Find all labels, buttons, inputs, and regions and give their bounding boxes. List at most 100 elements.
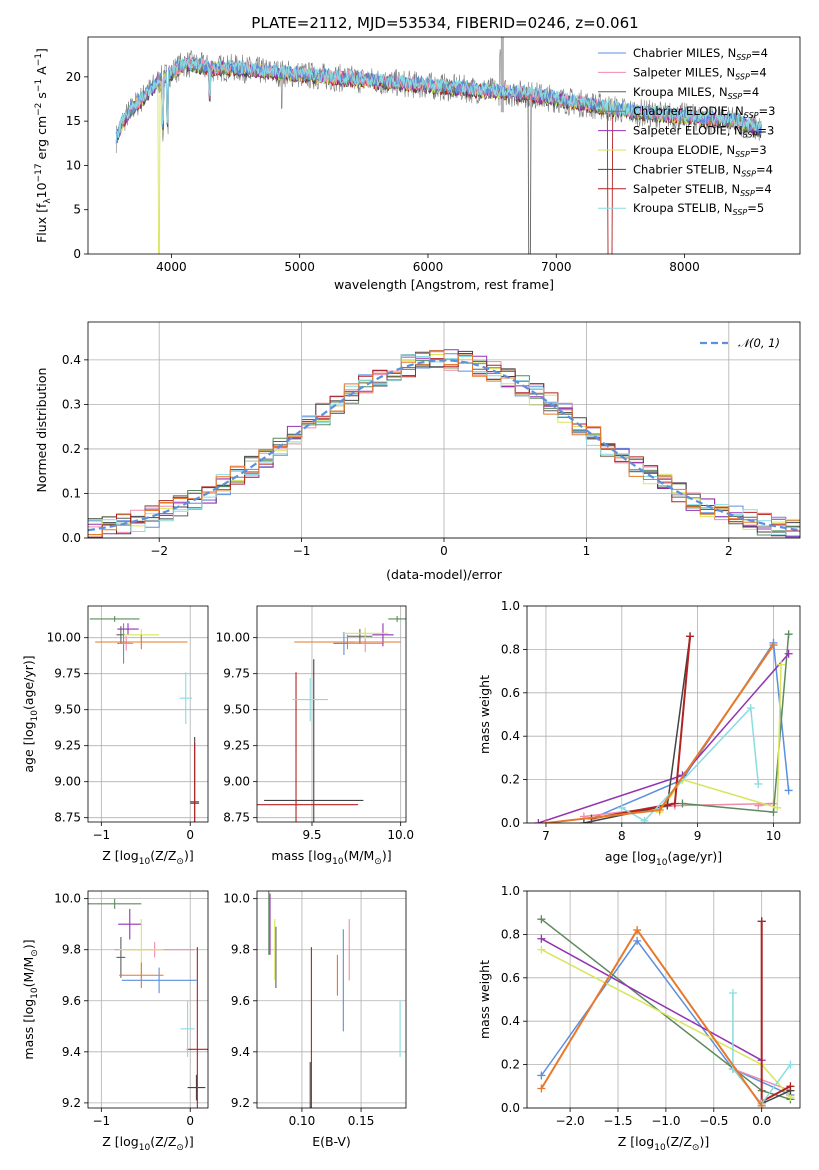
plot-area bbox=[257, 616, 406, 822]
x-tick-label: 6000 bbox=[413, 260, 444, 274]
axes-frame bbox=[87, 36, 801, 255]
legend-name: Salpeter STELIB, N bbox=[633, 182, 740, 196]
y-tick-label: 10 bbox=[66, 158, 81, 172]
y-tick-label: 0.4 bbox=[62, 353, 81, 367]
legend-entry: Kroupa ELODIE, NSSP=3 bbox=[633, 143, 767, 159]
legend-name: Kroupa MILES, N bbox=[633, 85, 728, 99]
label-part: (M/M bbox=[21, 957, 36, 988]
label-part: (M/M bbox=[344, 848, 375, 863]
y-axis-label: mass weight bbox=[477, 960, 492, 1039]
weight-marker bbox=[777, 660, 786, 669]
plot-area bbox=[88, 349, 800, 538]
legend-sub: SSP bbox=[733, 208, 748, 217]
label-part: mass [log bbox=[21, 999, 36, 1060]
plot-area bbox=[268, 891, 401, 1108]
weight-marker bbox=[633, 926, 642, 935]
x-tick-label: 8 bbox=[618, 829, 626, 843]
legend-entry: Chabrier STELIB, NSSP=4 bbox=[633, 162, 773, 178]
panel-mass_weight_vs_Z: −2.0 −1.5 −1.0 −0.5 0.0 0.0 0.2 0.4 0.6 0.8 1.0 Z [… bbox=[477, 884, 801, 1153]
label-part: (age/yr)] bbox=[667, 849, 722, 864]
x-axis-label: E(B-V) bbox=[312, 1134, 351, 1149]
y-tick-label: 1.0 bbox=[501, 884, 520, 898]
legend-entry: Chabrier ELODIE, NSSP=3 bbox=[633, 104, 775, 120]
legend-sub: SSP bbox=[728, 92, 743, 101]
y-tick-label: 0.4 bbox=[501, 1014, 520, 1028]
axes-frame bbox=[256, 890, 407, 1109]
x-tick-label: 0 bbox=[186, 1114, 194, 1128]
weight-marker bbox=[773, 803, 782, 812]
weight-marker bbox=[617, 803, 626, 812]
weight-marker bbox=[541, 819, 550, 823]
plot-area bbox=[537, 915, 795, 1108]
label-part: age [log bbox=[605, 849, 656, 864]
weight-marker bbox=[678, 799, 687, 808]
weight-marker bbox=[746, 703, 755, 712]
legend-entry: Salpeter STELIB, NSSP=4 bbox=[633, 182, 772, 198]
label-part: age [log bbox=[21, 721, 36, 772]
y-tick-label: 9.2 bbox=[62, 1096, 81, 1110]
label-part: −17 bbox=[34, 163, 44, 182]
label-part: −1 bbox=[34, 53, 44, 66]
y-tick-label: 9.25 bbox=[54, 739, 81, 753]
label-part: 10 bbox=[332, 857, 344, 867]
legend-n: =3 bbox=[750, 143, 767, 157]
x-tick-label: 9 bbox=[694, 829, 702, 843]
y-tick-label: 10.00 bbox=[216, 631, 250, 645]
y-tick-label: 9.25 bbox=[223, 739, 250, 753]
label-part: (Z/Z bbox=[150, 848, 176, 863]
y-tick-label: 0.8 bbox=[501, 927, 520, 941]
label-part: Z [log bbox=[618, 1134, 654, 1149]
x-tick-label: 10 bbox=[766, 829, 781, 843]
weight-marker bbox=[640, 816, 649, 823]
y-tick-label: 15 bbox=[66, 114, 81, 128]
y-tick-label: 9.6 bbox=[231, 994, 250, 1008]
y-tick-label: 0.0 bbox=[62, 531, 81, 545]
label-part: Flux [f bbox=[34, 203, 49, 243]
legend-sub: SSP bbox=[741, 169, 756, 178]
label-part: erg cm bbox=[34, 116, 49, 164]
x-tick-label: −1.5 bbox=[603, 1114, 632, 1128]
y-tick-label: 9.00 bbox=[223, 775, 250, 789]
label-part: −2 bbox=[34, 103, 44, 116]
legend-sub: SSP bbox=[735, 72, 750, 81]
legend-sub: SSP bbox=[744, 111, 759, 120]
y-tick-label: 10.0 bbox=[54, 892, 81, 906]
y-tick-label: 1.0 bbox=[501, 599, 520, 613]
y-tick-label: 9.8 bbox=[62, 943, 81, 957]
x-axis-label: Z [log10(Z/Z⊙)] bbox=[102, 848, 193, 867]
legend-n: =4 bbox=[755, 182, 772, 196]
axes-frame bbox=[87, 321, 801, 539]
weight-line bbox=[621, 706, 760, 822]
y-axis-label: mass weight bbox=[477, 675, 492, 754]
weight-marker bbox=[655, 805, 664, 814]
y-tick-label: 9.75 bbox=[223, 667, 250, 681]
y-tick-label: 10.0 bbox=[223, 892, 250, 906]
weight-marker bbox=[769, 808, 778, 817]
weight-marker bbox=[537, 945, 546, 954]
label-part: 10 bbox=[656, 858, 668, 868]
axes-frame bbox=[256, 605, 407, 823]
y-tick-label: 8.75 bbox=[223, 811, 250, 825]
weight-marker bbox=[537, 1084, 546, 1093]
label-part: 10 bbox=[139, 857, 151, 867]
x-axis-label: Z [log10(Z/Z⊙)] bbox=[618, 1134, 709, 1153]
x-tick-label: 1 bbox=[583, 544, 591, 558]
weight-marker bbox=[784, 786, 793, 795]
x-tick-label: −1 bbox=[293, 544, 311, 558]
weight-marker bbox=[757, 917, 766, 926]
y-tick-label: 0.2 bbox=[62, 442, 81, 456]
legend-name: Salpeter ELODIE, N bbox=[633, 124, 743, 138]
legend-entry: 𝒩(0, 1) bbox=[738, 336, 780, 350]
legend-n: =3 bbox=[757, 124, 774, 138]
weight-marker bbox=[786, 1082, 795, 1091]
x-axis-label: Z [log10(Z/Z⊙)] bbox=[102, 1134, 193, 1153]
label-part: )] bbox=[184, 1134, 194, 1149]
label-part: )] bbox=[382, 848, 392, 863]
y-tick-label: 9.2 bbox=[231, 1096, 250, 1110]
x-axis-label: (data-model)/error bbox=[386, 567, 503, 582]
weight-marker bbox=[686, 632, 695, 641]
label-part: mass [log bbox=[271, 848, 332, 863]
plot-area bbox=[88, 898, 208, 1108]
